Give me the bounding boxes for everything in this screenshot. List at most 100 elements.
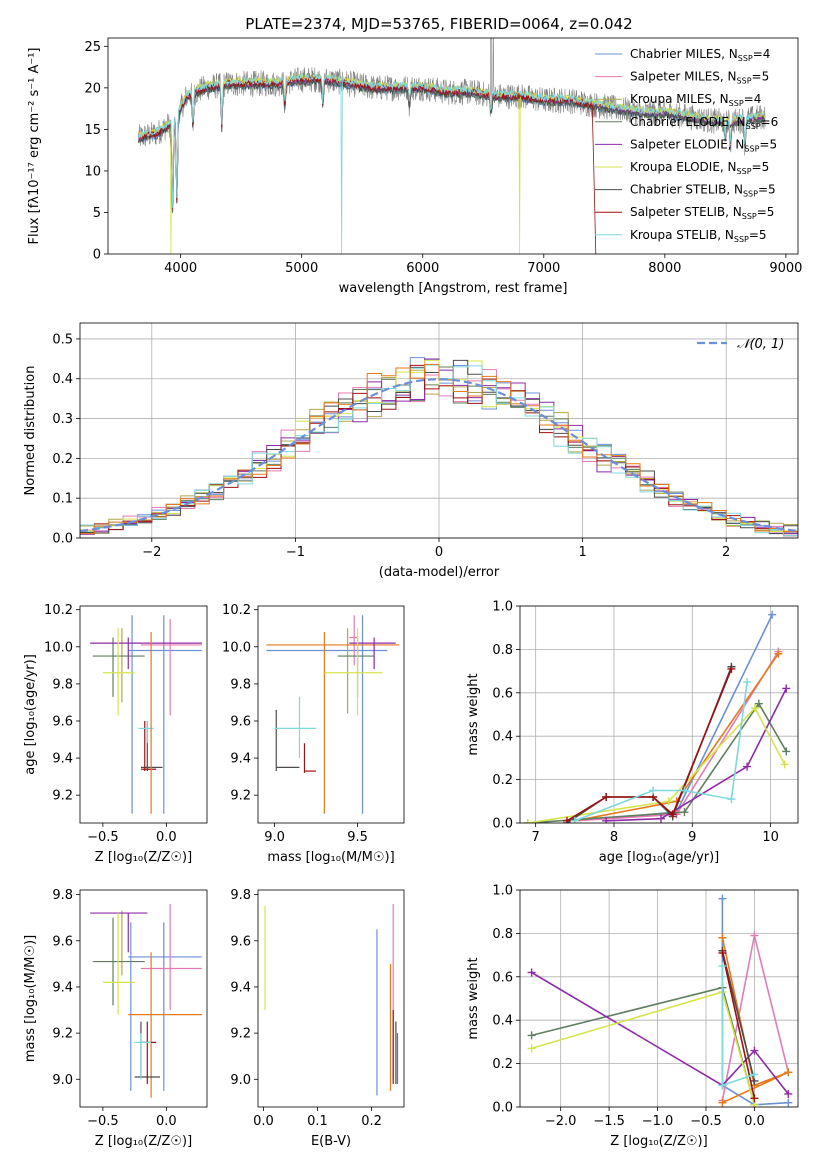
errorbar-point — [264, 906, 266, 1011]
y-tick-label: 0.2 — [492, 1057, 513, 1072]
y-axis-label: Normed distribution — [23, 366, 38, 496]
legend-label: Salpeter STELIB, NSSP=5 — [630, 205, 774, 221]
y-tick-label: 9.8 — [230, 677, 251, 692]
plus-marker — [718, 1081, 727, 1090]
legend-label: Chabrier STELIB, NSSP=5 — [630, 183, 776, 199]
x-axis-label: (data-model)/error — [379, 565, 500, 580]
x-tick-label: 0.0 — [253, 1114, 274, 1129]
mass_EBV-axes: 0.0 0.1 0.2 9.0 9.2 9.4 9.6 9.8 E(B-V) — [230, 888, 405, 1149]
y-tick-label: 0.4 — [492, 730, 513, 745]
y-axis-label: mass weight — [466, 957, 481, 1039]
plus-marker — [782, 747, 791, 756]
y-tick-label: 20 — [84, 81, 101, 96]
errorbar-point — [140, 1021, 157, 1084]
plus-marker — [743, 762, 752, 771]
y-tick-label: 0.0 — [492, 817, 513, 832]
mass-weight-series-line — [531, 991, 756, 1106]
plus-marker — [718, 1098, 727, 1107]
age_Z-axes: −0.5 0.0 9.2 9.4 9.6 9.8 10.0 10.2 Z [log₁₀(Z/Z☉… — [23, 603, 208, 865]
x-tick-label: −1.0 — [642, 1114, 674, 1129]
legend-label: Salpeter ELODIE, NSSP=5 — [630, 137, 777, 153]
model-spectrum-line — [137, 73, 766, 209]
x-tick-label: 0.1 — [307, 1114, 328, 1129]
plus-marker — [780, 760, 789, 769]
y-tick-label: 0.8 — [492, 643, 513, 658]
y-tick-label: 9.8 — [52, 888, 73, 903]
spectrum-axes: 4000 5000 6000 7000 8000 9000 0 5 10 15 20 25 wavele… — [27, 37, 802, 296]
plus-marker — [784, 1068, 793, 1077]
errorbar-point — [92, 917, 145, 1006]
plus-marker — [743, 677, 752, 686]
observed-spectrum-line — [138, 38, 766, 213]
x-tick-label: 9000 — [769, 261, 802, 276]
errorbar-point — [266, 631, 400, 814]
legend-label: Chabrier MILES, NSSP=4 — [630, 47, 770, 63]
x-axis-label: age [log₁₀(age/yr)] — [599, 850, 720, 865]
plus-marker — [782, 684, 791, 693]
x-tick-label: 7 — [532, 830, 540, 845]
plus-marker — [784, 1098, 793, 1107]
x-axis-label: Z [log₁₀(Z/Z☉)] — [95, 1134, 192, 1149]
model-spectrum-line — [137, 77, 766, 209]
plus-marker — [774, 649, 783, 658]
model-spectrum-line — [138, 75, 597, 254]
y-tick-label: 9.6 — [230, 934, 251, 949]
axes-frame — [257, 889, 405, 1108]
residual-histogram — [80, 363, 798, 535]
x-tick-label: 0.0 — [744, 1114, 765, 1129]
residuals-axes: −2 −1 0 1 2 0.0 0.1 0.2 0.3 0.4 0.5 (data-model)/er… — [23, 322, 799, 580]
plus-marker — [750, 1070, 759, 1079]
errorbar-point — [90, 912, 148, 953]
mass-weight-series-line — [566, 668, 733, 822]
x-tick-label: 5000 — [285, 261, 318, 276]
x-tick-label: −0.5 — [87, 1114, 119, 1129]
y-tick-label: 9.2 — [52, 1027, 73, 1042]
x-tick-label: 2 — [722, 545, 730, 560]
y-axis-label: mass weight — [466, 673, 481, 755]
plus-marker — [527, 968, 536, 977]
normal-distribution-curve — [80, 378, 798, 533]
y-tick-label: 9.6 — [52, 934, 73, 949]
y-tick-label: 9.8 — [230, 888, 251, 903]
plus-marker — [602, 816, 611, 823]
weight_age-axes: 7 8 9 10 0.0 0.2 0.4 0.6 0.8 1.0 age [log₁₀(age/yr… — [466, 600, 799, 865]
y-tick-label: 9.2 — [230, 789, 251, 804]
x-axis-label: Z [log₁₀(Z/Z☉)] — [95, 850, 192, 865]
plus-marker — [718, 933, 727, 942]
y-tick-label: 0.8 — [492, 927, 513, 942]
y-tick-label: 9.6 — [230, 714, 251, 729]
plus-marker — [718, 894, 727, 903]
mass_EBV-plot-area — [264, 903, 399, 1096]
y-tick-label: 0.1 — [52, 492, 73, 507]
x-tick-label: 8 — [610, 830, 618, 845]
y-tick-label: 9.4 — [230, 752, 251, 767]
errorbar-point — [275, 709, 300, 772]
x-tick-label: 8000 — [648, 261, 681, 276]
x-axis-label: wavelength [Angstrom, rest frame] — [339, 281, 568, 296]
plus-marker — [718, 948, 727, 957]
y-tick-label: 15 — [84, 123, 101, 138]
x-tick-label: 9.0 — [264, 830, 285, 845]
errorbar-point — [90, 637, 202, 670]
plus-marker — [727, 664, 736, 673]
axes-frame — [519, 605, 799, 824]
plus-marker — [727, 795, 736, 804]
plus-marker — [680, 786, 689, 795]
legend-label: Kroupa MILES, NSSP=4 — [630, 92, 761, 108]
y-tick-label: 0.0 — [52, 532, 73, 547]
errorbar-point — [134, 1033, 152, 1080]
errorbar-point — [128, 922, 202, 1091]
x-tick-label: 9 — [688, 830, 696, 845]
x-axis-label: Z [log₁₀(Z/Z☉)] — [610, 1134, 707, 1149]
x-tick-label: −1 — [286, 545, 305, 560]
mass_Z-axes: −0.5 0.0 9.0 9.2 9.4 9.6 9.8 Z [log₁₀(Z/Z☉)] mas… — [23, 888, 208, 1149]
mass_Z-plot-area — [90, 903, 202, 1098]
errorbar-point — [266, 615, 388, 814]
y-tick-label: 9.4 — [230, 980, 251, 995]
plus-marker — [602, 792, 611, 801]
panels-group: 4000 5000 6000 7000 8000 90000510152025wavele… — [23, 37, 802, 1149]
y-tick-label: 0 — [93, 248, 101, 263]
mass-weight-series-line — [574, 653, 780, 822]
weight_Z-axes: −2.0 −1.5 −1.0 −0.5 0.0 0.0 0.2 0.4 0.6 0.8 1.0 Z [… — [466, 884, 799, 1149]
